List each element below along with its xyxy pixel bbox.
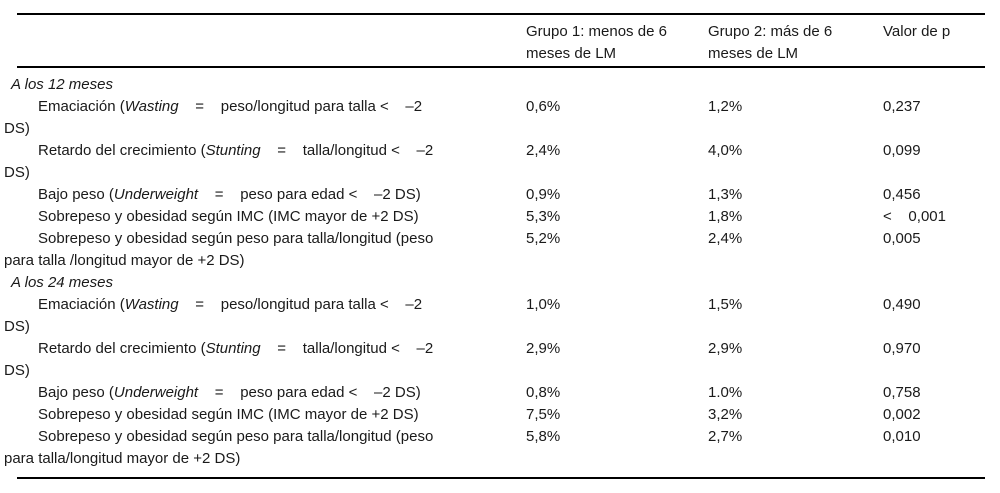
table-header: Grupo 1: menos de 6 meses de LM Grupo 2:…	[4, 21, 996, 74]
row-label: Retardo del crecimiento (Stunting = tall…	[4, 340, 434, 379]
group2-value-cell: 4,0%	[708, 142, 743, 159]
data-row: Sobrepeso y obesidad según peso para tal…	[4, 426, 996, 470]
row-label: Retardo del crecimiento (Stunting = tall…	[4, 142, 434, 181]
p-value-cell: 0,758	[883, 384, 921, 401]
p-value-cell: 0,490	[883, 296, 921, 313]
p-value-cell: 0,099	[883, 142, 921, 159]
section-row: A los 24 meses	[4, 272, 996, 294]
p-value-cell: 0,005	[883, 230, 921, 247]
section-row: A los 12 meses	[4, 74, 996, 96]
p-value-cell: 0,970	[883, 340, 921, 357]
header-group2: Grupo 2: más de 6 meses de LM	[708, 23, 833, 62]
group1-value-cell: 1,0%	[526, 296, 561, 313]
group2-value-cell: 3,2%	[708, 406, 743, 423]
data-row: Sobrepeso y obesidad según IMC (IMC mayo…	[4, 206, 996, 228]
group1-value-cell: 0,8%	[526, 384, 561, 401]
data-row: Emaciación (Wasting = peso/longitud para…	[4, 96, 996, 140]
row-label: Sobrepeso y obesidad según IMC (IMC mayo…	[38, 208, 419, 225]
data-row: Emaciación (Wasting = peso/longitud para…	[4, 294, 996, 338]
results-table: Grupo 1: menos de 6 meses de LM Grupo 2:…	[4, 21, 996, 470]
data-row: Sobrepeso y obesidad según IMC (IMC mayo…	[4, 404, 996, 426]
header-p-value: Valor de p	[883, 23, 951, 40]
table-header-rule	[17, 66, 985, 69]
p-value-cell: 0,010	[883, 428, 921, 445]
p-value-cell: 0,002	[883, 406, 921, 423]
section-title: A los 24 meses	[11, 274, 113, 291]
row-label: Emaciación (Wasting = peso/longitud para…	[4, 296, 423, 335]
section-title: A los 12 meses	[11, 76, 113, 93]
table-body: A los 12 meses Emaciación (Wasting = peso…	[4, 74, 996, 470]
row-label: Sobrepeso y obesidad según IMC (IMC mayo…	[38, 406, 419, 423]
group2-value-cell: 2,9%	[708, 340, 743, 357]
data-row: Sobrepeso y obesidad según peso para tal…	[4, 228, 996, 272]
header-group1: Grupo 1: menos de 6 meses de LM	[526, 23, 667, 62]
header-row: Grupo 1: menos de 6 meses de LM Grupo 2:…	[4, 21, 996, 74]
table-top-rule	[17, 13, 985, 15]
row-label: Bajo peso (Underweight = peso para edad …	[38, 384, 421, 401]
group2-value-cell: 2,7%	[708, 428, 743, 445]
group1-value-cell: 5,3%	[526, 208, 561, 225]
group1-value-cell: 2,4%	[526, 142, 561, 159]
p-value-cell: < 0,001	[883, 208, 946, 225]
data-row: Retardo del crecimiento (Stunting = tall…	[4, 338, 996, 382]
data-row: Bajo peso (Underweight = peso para edad …	[4, 382, 996, 404]
group2-value-cell: 1,3%	[708, 186, 743, 203]
data-row: Retardo del crecimiento (Stunting = tall…	[4, 140, 996, 184]
row-label: Sobrepeso y obesidad según peso para tal…	[4, 428, 434, 467]
group2-value-cell: 1,8%	[708, 208, 743, 225]
group2-value-cell: 2,4%	[708, 230, 743, 247]
table-bottom-rule	[17, 477, 985, 479]
p-value-cell: 0,237	[883, 98, 921, 115]
group2-value-cell: 1,5%	[708, 296, 743, 313]
header-empty-cell	[4, 21, 526, 74]
group1-value-cell: 2,9%	[526, 340, 561, 357]
row-label: Sobrepeso y obesidad según peso para tal…	[4, 230, 434, 269]
row-label: Bajo peso (Underweight = peso para edad …	[38, 186, 421, 203]
group1-value-cell: 5,2%	[526, 230, 561, 247]
group1-value-cell: 0,9%	[526, 186, 561, 203]
group1-value-cell: 5,8%	[526, 428, 561, 445]
p-value-cell: 0,456	[883, 186, 921, 203]
row-label: Emaciación (Wasting = peso/longitud para…	[4, 98, 423, 137]
group1-value-cell: 7,5%	[526, 406, 561, 423]
group2-value-cell: 1,2%	[708, 98, 743, 115]
group1-value-cell: 0,6%	[526, 98, 561, 115]
data-row: Bajo peso (Underweight = peso para edad …	[4, 184, 996, 206]
group2-value-cell: 1.0%	[708, 384, 743, 401]
